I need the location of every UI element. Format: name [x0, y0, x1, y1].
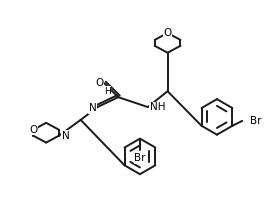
Text: O: O	[95, 78, 103, 88]
Text: H: H	[104, 87, 111, 96]
Text: NH: NH	[150, 102, 165, 112]
Text: Br: Br	[134, 153, 146, 163]
Text: N: N	[62, 131, 70, 141]
Text: O: O	[29, 125, 38, 135]
Text: N: N	[89, 103, 96, 113]
Text: O: O	[163, 28, 172, 38]
Text: Br: Br	[250, 116, 262, 126]
